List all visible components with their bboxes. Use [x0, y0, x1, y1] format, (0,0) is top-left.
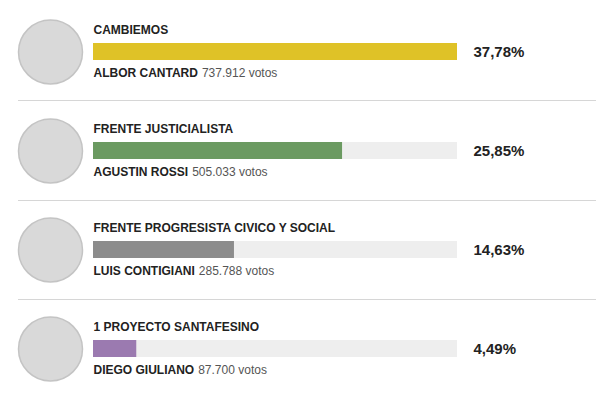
- svg-text:505.033 votos: 505.033 votos: [192, 165, 267, 179]
- svg-text:4,49%: 4,49%: [474, 340, 517, 357]
- svg-text:FRENTE JUSTICIALISTA: FRENTE JUSTICIALISTA: [94, 122, 234, 136]
- svg-text:25,85%: 25,85%: [474, 142, 525, 159]
- svg-text:14,63%: 14,63%: [474, 241, 525, 258]
- svg-text:37,78%: 37,78%: [474, 43, 525, 60]
- svg-text:DIEGO GIULIANO: DIEGO GIULIANO: [94, 363, 195, 377]
- svg-text:ALBOR CANTARD: ALBOR CANTARD: [94, 66, 199, 80]
- svg-text:87.700 votos: 87.700 votos: [198, 363, 267, 377]
- svg-text:CAMBIEMOS: CAMBIEMOS: [94, 23, 169, 37]
- svg-text:1 PROYECTO SANTAFESINO: 1 PROYECTO SANTAFESINO: [94, 320, 260, 334]
- svg-text:285.788 votos: 285.788 votos: [199, 264, 274, 278]
- svg-text:737.912 votos: 737.912 votos: [202, 66, 277, 80]
- svg-text:LUIS CONTIGIANI: LUIS CONTIGIANI: [94, 264, 195, 278]
- svg-text:FRENTE PROGRESISTA CIVICO Y SO: FRENTE PROGRESISTA CIVICO Y SOCIAL: [94, 221, 336, 235]
- svg-text:AGUSTIN ROSSI: AGUSTIN ROSSI: [94, 165, 189, 179]
